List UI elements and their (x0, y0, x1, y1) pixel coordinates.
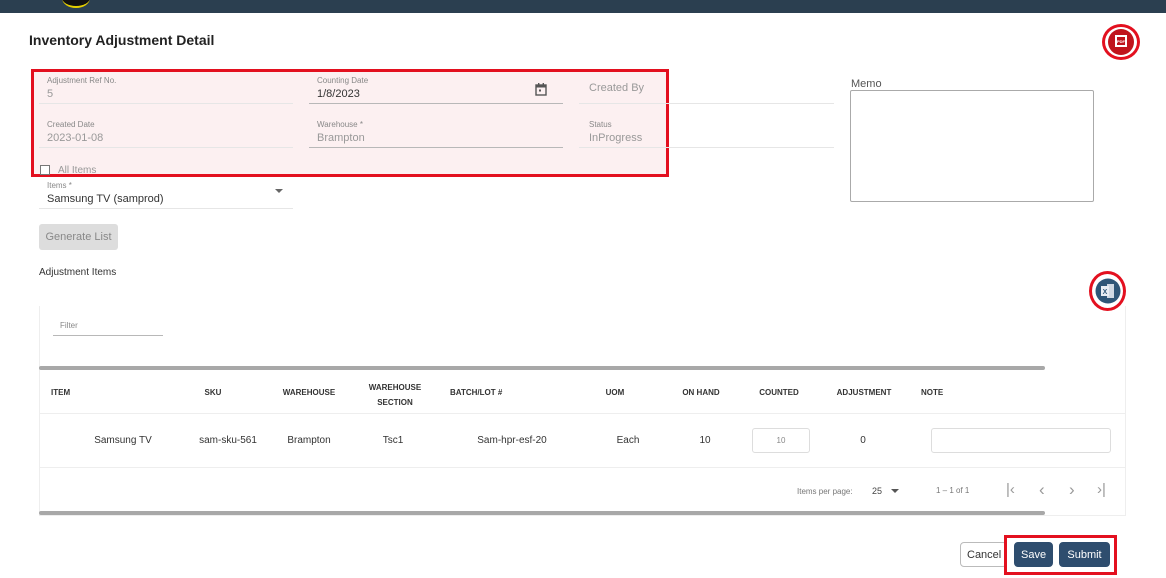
divider (579, 103, 834, 104)
status-value: InProgress (589, 132, 643, 144)
cell-sku: sam-sku-561 (199, 435, 257, 446)
divider (309, 147, 563, 148)
column-header-on-hand[interactable]: ON HAND (682, 388, 720, 397)
counting-date-field[interactable]: Counting Date 1/8/2023 (309, 72, 563, 104)
divider (39, 413, 1126, 414)
warehouse-value[interactable]: Brampton (317, 132, 365, 144)
cell-item: Samsung TV (94, 435, 152, 446)
adjustment-ref-label: Adjustment Ref No. (47, 76, 117, 85)
first-page-icon[interactable]: |‹ (1006, 481, 1015, 498)
highlighted-form-region (31, 69, 669, 177)
cell-adjustment: 0 (860, 435, 866, 446)
app-logo[interactable] (62, 0, 90, 8)
top-app-bar (0, 0, 1166, 13)
excel-icon: X (1095, 278, 1120, 304)
save-button[interactable]: Save (1014, 542, 1053, 567)
column-header-sku[interactable]: SKU (204, 388, 222, 397)
column-header-batch-lot[interactable]: BATCH/LOT # (450, 388, 503, 397)
filter-placeholder: Filter (60, 321, 78, 330)
divider (579, 147, 834, 148)
calendar-icon[interactable] (535, 83, 547, 96)
items-label: Items * (47, 181, 72, 190)
cell-uom: Each (616, 435, 640, 446)
export-excel-button[interactable]: X (1089, 271, 1126, 311)
adjustment-items-label: Adjustment Items (39, 267, 117, 278)
memo-textarea[interactable] (850, 90, 1094, 202)
all-items-checkbox[interactable] (40, 165, 50, 175)
adjustment-ref-value: 5 (47, 88, 54, 100)
created-date-label: Created Date (47, 120, 95, 129)
counted-input[interactable]: 10 (752, 428, 810, 453)
cancel-button[interactable]: Cancel (960, 542, 1007, 567)
all-items-label: All Items (58, 165, 97, 175)
column-header-note[interactable]: NOTE (921, 388, 944, 397)
column-header-adjustment[interactable]: ADJUSTMENT (836, 388, 892, 397)
column-header-counted[interactable]: COUNTED (759, 388, 799, 397)
cell-section: Tsc1 (382, 435, 404, 446)
cell-batch: Sam-hpr-esf-20 (477, 435, 547, 446)
created-by-label: Created By (589, 82, 645, 94)
page-title: Inventory Adjustment Detail (29, 32, 215, 48)
column-header-uom[interactable]: UOM (605, 388, 625, 397)
divider (39, 467, 1126, 468)
horizontal-scrollbar-bottom[interactable] (39, 511, 1045, 515)
adjustment-items-table-card (39, 306, 1126, 516)
page-size-select[interactable]: 25 (872, 486, 883, 496)
items-value: Samsung TV (samprod) (47, 193, 164, 205)
note-input[interactable] (931, 428, 1111, 453)
chevron-down-icon (275, 189, 283, 193)
divider (39, 147, 293, 148)
counting-date-label: Counting Date (317, 76, 369, 85)
column-header-warehouse-section[interactable]: WAREHOUSE SECTION (368, 383, 422, 407)
svg-text:PDF: PDF (1117, 39, 1126, 44)
page-range: 1 – 1 of 1 (936, 486, 970, 495)
divider (39, 103, 293, 104)
svg-text:X: X (1102, 289, 1107, 296)
last-page-icon[interactable]: ›| (1097, 481, 1106, 498)
items-per-page-label: Items per page: (797, 487, 853, 496)
submit-button[interactable]: Submit (1059, 542, 1110, 567)
column-header-item[interactable]: ITEM (51, 388, 71, 397)
items-select[interactable]: Items * Samsung TV (samprod) (39, 180, 293, 209)
chevron-down-icon[interactable] (891, 489, 899, 493)
cell-on-hand: 10 (699, 435, 711, 446)
cell-warehouse: Brampton (287, 435, 331, 446)
counting-date-value: 1/8/2023 (317, 88, 360, 100)
filter-input[interactable]: Filter (53, 316, 163, 336)
previous-page-icon[interactable]: ‹ (1039, 480, 1045, 499)
memo-label: Memo (851, 78, 882, 90)
horizontal-scrollbar-top[interactable] (39, 366, 1045, 370)
created-date-value: 2023-01-08 (47, 132, 104, 144)
pdf-icon: PDF (1108, 29, 1134, 55)
next-page-icon[interactable]: › (1069, 480, 1075, 499)
generate-list-button[interactable]: Generate List (39, 224, 118, 250)
highlight-box (1004, 535, 1117, 575)
export-pdf-button[interactable]: PDF (1102, 24, 1140, 60)
warehouse-label: Warehouse * (317, 120, 363, 129)
column-header-warehouse[interactable]: WAREHOUSE (282, 388, 336, 397)
status-label: Status (589, 120, 612, 129)
